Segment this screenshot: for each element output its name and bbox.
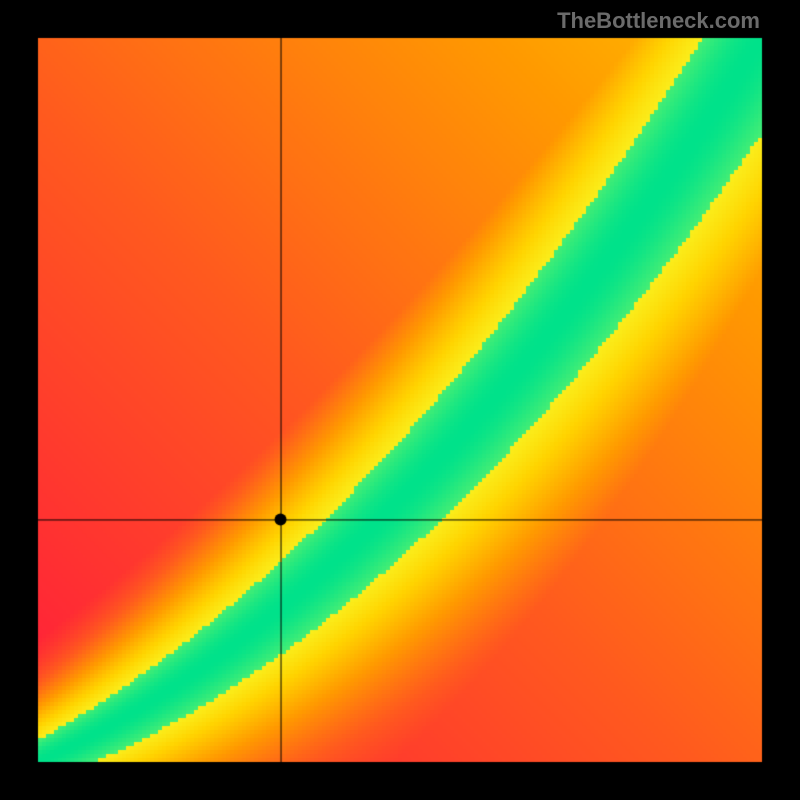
watermark-text: TheBottleneck.com: [557, 8, 760, 34]
bottleneck-heatmap: [0, 0, 800, 800]
chart-container: TheBottleneck.com: [0, 0, 800, 800]
